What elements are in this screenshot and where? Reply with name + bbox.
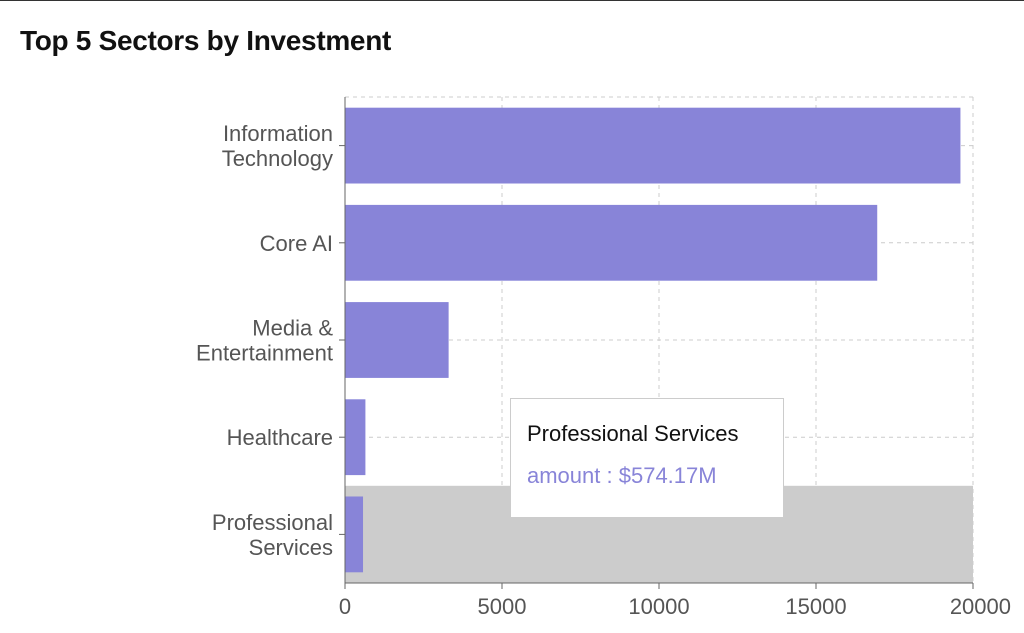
x-tick-label: 15000 — [785, 594, 846, 619]
y-tick-label-line: Media & — [252, 316, 333, 341]
y-tick-label: Media & Entertainment — [196, 316, 333, 366]
x-tick-label: 0 — [339, 594, 351, 619]
axes — [339, 97, 974, 589]
bar — [345, 302, 449, 378]
bar — [345, 399, 366, 476]
y-tick-label: Healthcare — [227, 425, 333, 450]
tooltip-title: Professional Services — [527, 421, 739, 446]
bar — [345, 496, 364, 573]
y-tick-label-line: Services — [249, 535, 333, 560]
y-tick-label: Professional Services — [212, 510, 333, 560]
y-axis-labels: Information Technology Core AI Media & Enter… — [196, 121, 333, 560]
bar — [345, 204, 878, 281]
y-tick-label-line: Entertainment — [196, 341, 333, 366]
y-tick-label-line: Core AI — [260, 231, 333, 256]
chart-tooltip: Professional Services amount : $574.17M — [510, 398, 784, 518]
tooltip-value: amount : $574.17M — [527, 463, 717, 488]
y-tick-label-line: Professional — [212, 510, 333, 535]
chart-title: Top 5 Sectors by Investment — [20, 25, 392, 56]
bar — [345, 107, 961, 184]
bars — [345, 107, 961, 573]
y-tick-label-line: Information — [223, 121, 333, 146]
y-tick-label: Core AI — [260, 231, 333, 256]
tooltip-amount: $574.17M — [618, 463, 717, 488]
x-axis-labels: 0 5000 10000 15000 20000 — [339, 594, 1011, 619]
y-tick-label-line: Technology — [222, 146, 333, 171]
x-tick-label: 5000 — [478, 594, 527, 619]
tooltip-label: amount — [527, 463, 601, 488]
x-tick-label: 20000 — [950, 594, 1011, 619]
y-tick-label-line: Healthcare — [227, 425, 333, 450]
x-tick-label: 10000 — [628, 594, 689, 619]
y-tick-label: Information Technology — [222, 121, 333, 171]
